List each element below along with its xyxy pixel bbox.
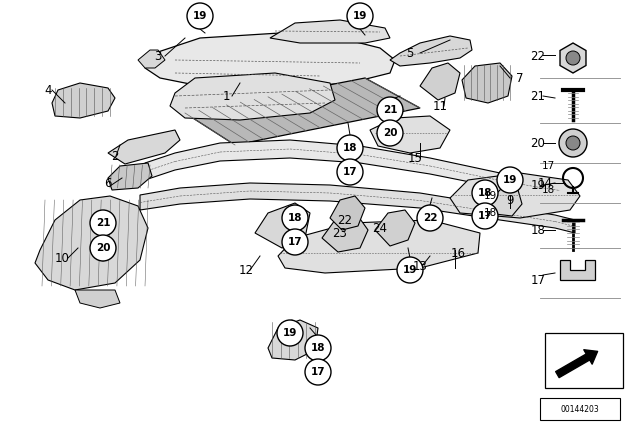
Text: 10: 10 bbox=[54, 251, 69, 264]
Polygon shape bbox=[108, 163, 152, 190]
Text: 13: 13 bbox=[413, 259, 428, 272]
Polygon shape bbox=[140, 183, 575, 233]
Text: 21: 21 bbox=[96, 218, 110, 228]
Text: 18: 18 bbox=[343, 143, 357, 153]
Circle shape bbox=[187, 3, 213, 29]
Text: 11: 11 bbox=[433, 99, 447, 112]
Polygon shape bbox=[390, 36, 472, 66]
Circle shape bbox=[472, 180, 498, 206]
Text: 3: 3 bbox=[154, 49, 162, 63]
Polygon shape bbox=[270, 20, 390, 43]
Polygon shape bbox=[490, 188, 522, 216]
Text: 4: 4 bbox=[44, 83, 52, 96]
Polygon shape bbox=[170, 73, 335, 120]
Circle shape bbox=[282, 229, 308, 255]
Text: 17: 17 bbox=[541, 161, 555, 171]
Text: 18: 18 bbox=[311, 343, 325, 353]
Circle shape bbox=[90, 210, 116, 236]
FancyArrowPatch shape bbox=[556, 350, 598, 378]
Circle shape bbox=[90, 235, 116, 261]
Circle shape bbox=[377, 120, 403, 146]
Circle shape bbox=[282, 205, 308, 231]
Text: 19: 19 bbox=[403, 265, 417, 275]
Polygon shape bbox=[75, 290, 120, 308]
Polygon shape bbox=[185, 78, 420, 145]
Text: 16: 16 bbox=[451, 246, 465, 259]
Text: 5: 5 bbox=[406, 47, 413, 60]
Text: 18: 18 bbox=[483, 208, 497, 218]
Circle shape bbox=[472, 203, 498, 229]
Polygon shape bbox=[375, 210, 415, 246]
Text: 00144203: 00144203 bbox=[561, 405, 600, 414]
Circle shape bbox=[397, 257, 423, 283]
Circle shape bbox=[566, 51, 580, 65]
Polygon shape bbox=[145, 140, 560, 198]
Text: 6: 6 bbox=[104, 177, 112, 190]
Circle shape bbox=[347, 3, 373, 29]
Circle shape bbox=[337, 159, 363, 185]
Text: 17: 17 bbox=[342, 167, 357, 177]
Text: 18: 18 bbox=[477, 188, 492, 198]
Circle shape bbox=[305, 335, 331, 361]
Polygon shape bbox=[370, 116, 450, 153]
Text: 22: 22 bbox=[531, 49, 545, 63]
Text: 15: 15 bbox=[408, 151, 422, 164]
Text: 17: 17 bbox=[477, 211, 492, 221]
Circle shape bbox=[305, 359, 331, 385]
FancyBboxPatch shape bbox=[540, 398, 620, 420]
Polygon shape bbox=[330, 196, 365, 230]
Circle shape bbox=[566, 136, 580, 150]
Circle shape bbox=[277, 320, 303, 346]
Polygon shape bbox=[35, 196, 148, 290]
Polygon shape bbox=[560, 43, 586, 73]
Circle shape bbox=[417, 205, 443, 231]
Text: 2: 2 bbox=[111, 150, 119, 163]
Text: 20: 20 bbox=[531, 137, 545, 150]
Polygon shape bbox=[322, 216, 368, 252]
Polygon shape bbox=[138, 50, 165, 68]
Text: 19: 19 bbox=[483, 191, 497, 201]
Circle shape bbox=[377, 97, 403, 123]
Text: 12: 12 bbox=[239, 263, 253, 276]
Text: 18: 18 bbox=[531, 224, 545, 237]
Circle shape bbox=[337, 135, 363, 161]
Text: 22: 22 bbox=[423, 213, 437, 223]
Polygon shape bbox=[420, 63, 460, 100]
FancyBboxPatch shape bbox=[545, 333, 623, 388]
Text: 24: 24 bbox=[372, 221, 387, 234]
Polygon shape bbox=[108, 130, 180, 164]
Text: 17: 17 bbox=[310, 367, 325, 377]
Text: 19: 19 bbox=[531, 178, 545, 191]
Text: 23: 23 bbox=[333, 227, 348, 240]
Text: 19: 19 bbox=[503, 175, 517, 185]
Text: 9: 9 bbox=[506, 194, 514, 207]
Polygon shape bbox=[278, 220, 480, 273]
Polygon shape bbox=[462, 63, 512, 103]
Text: 21: 21 bbox=[383, 105, 397, 115]
Text: 17: 17 bbox=[531, 273, 545, 287]
Text: 22: 22 bbox=[337, 214, 353, 227]
Polygon shape bbox=[52, 83, 115, 118]
Text: 17: 17 bbox=[288, 237, 302, 247]
Circle shape bbox=[497, 167, 523, 193]
Polygon shape bbox=[450, 173, 580, 218]
Text: 19: 19 bbox=[353, 11, 367, 21]
Text: 1: 1 bbox=[222, 90, 230, 103]
Text: 19: 19 bbox=[193, 11, 207, 21]
Polygon shape bbox=[268, 320, 318, 360]
Text: 20: 20 bbox=[96, 243, 110, 253]
Text: 18: 18 bbox=[288, 213, 302, 223]
Text: 21: 21 bbox=[531, 90, 545, 103]
Text: 18: 18 bbox=[541, 185, 555, 195]
Circle shape bbox=[559, 129, 587, 157]
Polygon shape bbox=[145, 33, 395, 88]
Text: 7: 7 bbox=[516, 72, 524, 85]
Polygon shape bbox=[255, 203, 310, 248]
Text: 19: 19 bbox=[283, 328, 297, 338]
Polygon shape bbox=[560, 260, 595, 280]
Text: 20: 20 bbox=[383, 128, 397, 138]
Text: 14: 14 bbox=[538, 177, 552, 190]
